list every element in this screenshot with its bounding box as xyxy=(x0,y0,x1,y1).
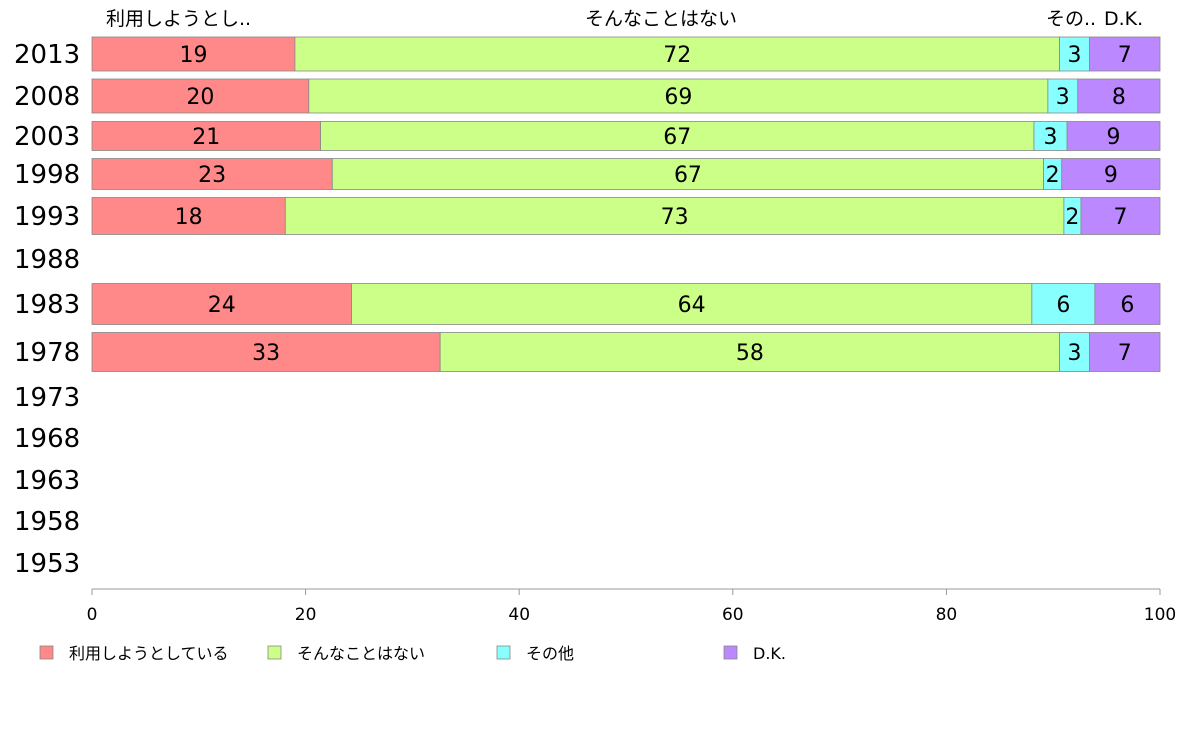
series-header: D.K. xyxy=(1104,8,1143,30)
data-label: 3 xyxy=(1044,125,1058,150)
data-label: 3 xyxy=(1068,43,1082,68)
bar-segment xyxy=(91,158,333,190)
bars: 19 72 3 720 69 3 821 67 3 923 67 2 918 73 2 724 64 6 633 58… xyxy=(91,36,1161,372)
bar-row: 18 73 2 7 xyxy=(91,197,1161,235)
bar-segment xyxy=(1031,283,1096,325)
bar-row: 24 64 6 6 xyxy=(91,283,1161,325)
year-label: 1968 xyxy=(14,424,80,454)
data-label: 19 xyxy=(179,43,207,68)
bar-segment xyxy=(91,78,310,114)
x-tick-label: 60 xyxy=(722,605,744,625)
data-label: 67 xyxy=(663,125,691,150)
bar-segment xyxy=(91,197,286,235)
x-tick-label: 20 xyxy=(295,605,317,625)
legend-item: そんなことはない xyxy=(267,644,425,663)
x-axis: 0 20 40 60 80 100 xyxy=(87,588,1176,625)
legend: 利用しようとしている そんなことはない その他 D.K. xyxy=(39,644,786,663)
data-label: 24 xyxy=(208,293,236,318)
legend-item: D.K. xyxy=(723,644,786,663)
data-label: 64 xyxy=(678,293,706,318)
bar-row: 19 72 3 7 xyxy=(91,36,1161,72)
year-label: 1958 xyxy=(14,507,80,537)
bar-segment xyxy=(91,36,296,72)
bar-segment xyxy=(331,158,1044,190)
bar-segment xyxy=(1066,121,1161,151)
data-label: 6 xyxy=(1120,293,1134,318)
data-label: 7 xyxy=(1118,43,1132,68)
bar-segment xyxy=(91,332,441,372)
year-label: 1973 xyxy=(14,383,80,413)
data-label: 23 xyxy=(198,163,226,188)
data-label: 7 xyxy=(1118,341,1132,366)
year-label: 1993 xyxy=(14,202,80,232)
x-tick-label: 0 xyxy=(87,605,98,625)
x-tick-label: 100 xyxy=(1144,605,1176,625)
year-label: 1978 xyxy=(14,338,80,368)
data-label: 69 xyxy=(664,85,692,110)
year-label: 2013 xyxy=(14,40,80,70)
year-label: 2003 xyxy=(14,122,80,152)
data-label: 6 xyxy=(1056,293,1070,318)
data-label: 58 xyxy=(736,341,764,366)
data-label: 20 xyxy=(186,85,214,110)
series-header: その.. xyxy=(1046,8,1096,30)
data-label: 3 xyxy=(1056,85,1070,110)
data-label: 2 xyxy=(1065,205,1079,230)
bar-row: 20 69 3 8 xyxy=(91,78,1161,114)
series-header: そんなことはない xyxy=(585,8,737,30)
bar-segment xyxy=(439,332,1061,372)
legend-label: 利用しようとしている xyxy=(69,644,229,663)
year-label: 1998 xyxy=(14,160,80,190)
data-label: 7 xyxy=(1113,205,1127,230)
bar-row: 33 58 3 7 xyxy=(91,332,1161,372)
data-label: 72 xyxy=(663,43,691,68)
legend-item: 利用しようとしている xyxy=(39,644,229,663)
legend-item: その他 xyxy=(496,644,574,663)
legend-swatch xyxy=(496,645,511,660)
bar-segment xyxy=(1047,78,1079,114)
legend-label: D.K. xyxy=(753,644,786,663)
data-label: 67 xyxy=(674,163,702,188)
data-label: 9 xyxy=(1107,125,1121,150)
legend-label: その他 xyxy=(526,644,574,663)
data-label: 73 xyxy=(661,205,689,230)
data-label: 3 xyxy=(1068,341,1082,366)
bar-segment xyxy=(1094,283,1161,325)
year-label: 1988 xyxy=(14,245,80,275)
bar-segment xyxy=(1089,36,1161,72)
legend-swatch xyxy=(723,645,738,660)
data-label: 21 xyxy=(192,125,220,150)
data-label: 2 xyxy=(1046,163,1060,188)
legend-swatch xyxy=(267,645,282,660)
data-label: 33 xyxy=(252,341,280,366)
year-labels: 2013 2008 2003 1998 1993 1988 1983 1978 1973 1968… xyxy=(14,40,80,579)
bar-segment xyxy=(284,197,1065,235)
bar-segment xyxy=(320,121,1035,151)
x-tick-label: 40 xyxy=(508,605,530,625)
year-label: 2008 xyxy=(14,82,80,112)
bar-segment xyxy=(1059,36,1090,72)
legend-label: そんなことはない xyxy=(297,644,425,663)
bar-segment xyxy=(294,36,1061,72)
legend-swatch xyxy=(39,645,54,660)
year-label: 1963 xyxy=(14,466,80,496)
data-label: 8 xyxy=(1112,85,1126,110)
series-header: 利用しようとし.. xyxy=(106,8,251,30)
bar-segment xyxy=(308,78,1049,114)
bar-segment xyxy=(1080,197,1161,235)
bar-segment xyxy=(1061,158,1161,190)
bar-segment xyxy=(91,121,321,151)
data-label: 9 xyxy=(1104,163,1118,188)
bar-segment xyxy=(1089,332,1161,372)
series-headers: 利用しようとし.. そんなことはない その.. D.K. xyxy=(106,8,1143,30)
bar-row: 23 67 2 9 xyxy=(91,158,1161,190)
data-label: 18 xyxy=(175,205,203,230)
x-tick-label: 80 xyxy=(936,605,958,625)
year-label: 1953 xyxy=(14,549,80,579)
year-label: 1983 xyxy=(14,290,80,320)
bar-row: 21 67 3 9 xyxy=(91,121,1161,151)
bar-segment xyxy=(1077,78,1161,114)
